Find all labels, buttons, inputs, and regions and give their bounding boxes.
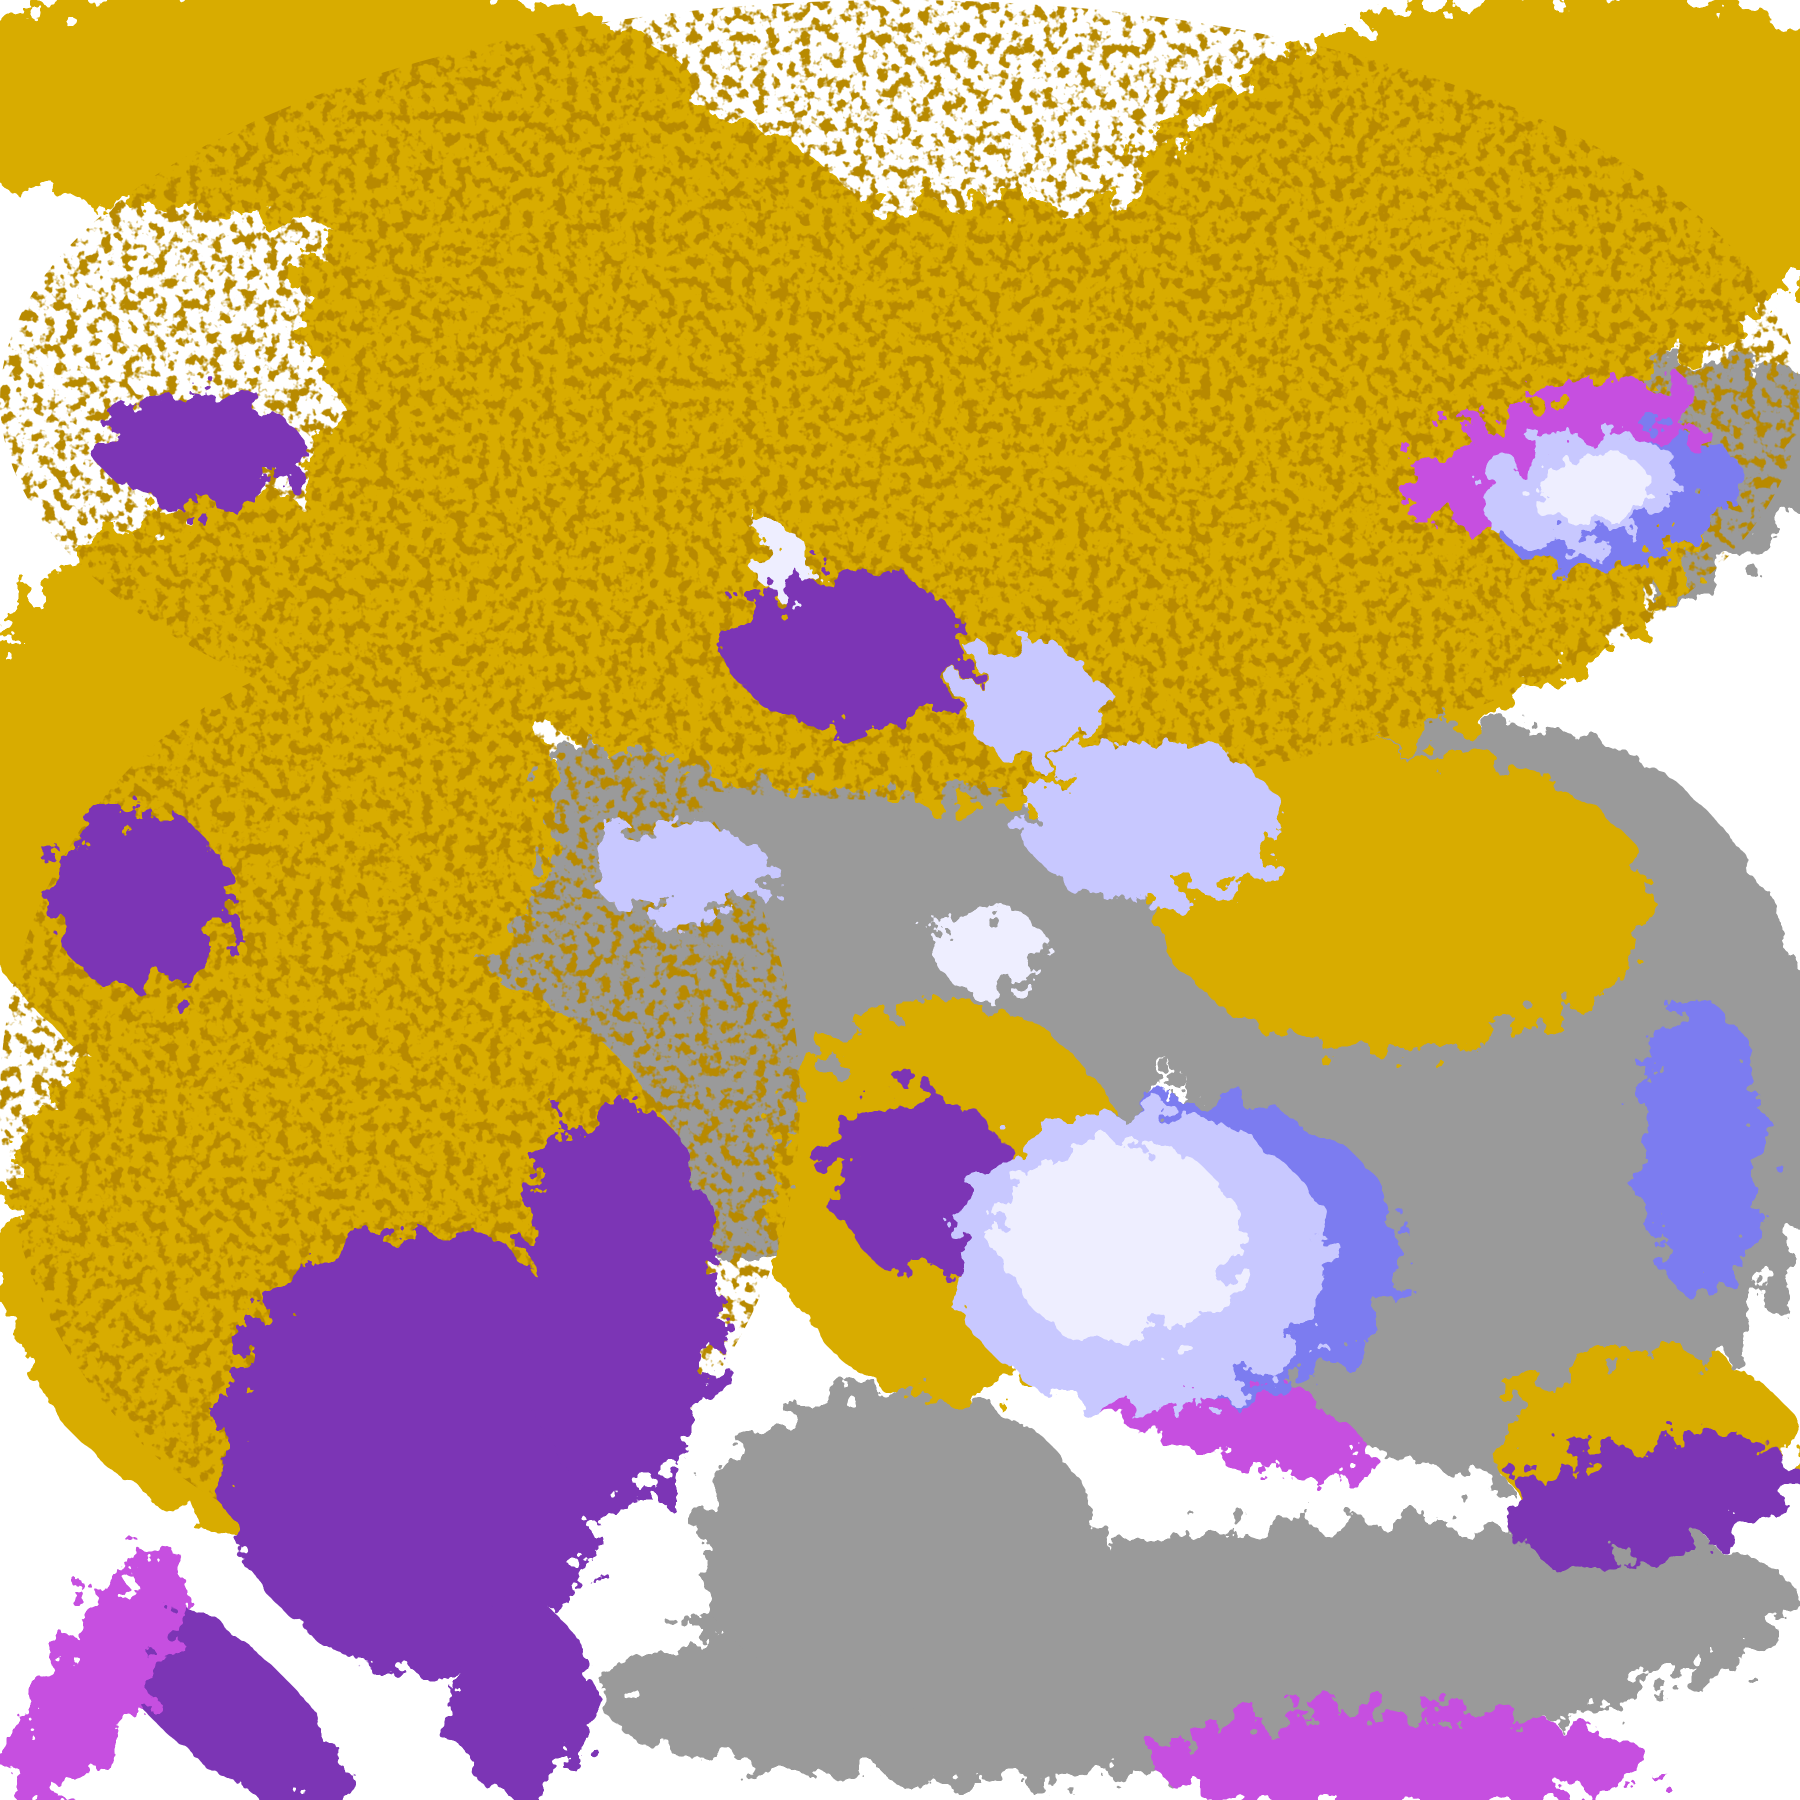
purple-cloud-region-patch [730,570,970,730]
pale-cloud-top-patch [1530,453,1650,527]
lavender-cloud-region-patch [1020,740,1280,900]
pale-cloud-top-patch [1000,1140,1240,1340]
lavender-cloud-region-patch [590,820,770,920]
magenta-cloud-region-patch [13,1547,187,1800]
purple-cloud-region-patch [520,1100,720,1500]
periwinkle-cloud-region-patch [1640,1000,1760,1300]
purple-cloud-region-patch [50,810,230,990]
lavender-cloud-region-patch [960,640,1100,760]
pale-cloud-top-patch [935,905,1045,995]
purple-cloud-region-patch [220,1230,620,1670]
purple-cloud-region-patch [450,1600,590,1800]
pale-cloud-top-patch [750,530,810,590]
grey-cloud-region-patch [700,1390,1100,1710]
purple-cloud-region-patch [1501,1435,1799,1565]
pale-cloud-top [750,453,1650,1340]
dark-gold-speckle-patch [0,0,1800,800]
purple-cloud-region-patch [100,390,300,510]
magenta-cloud-region-patch [1150,1710,1650,1800]
